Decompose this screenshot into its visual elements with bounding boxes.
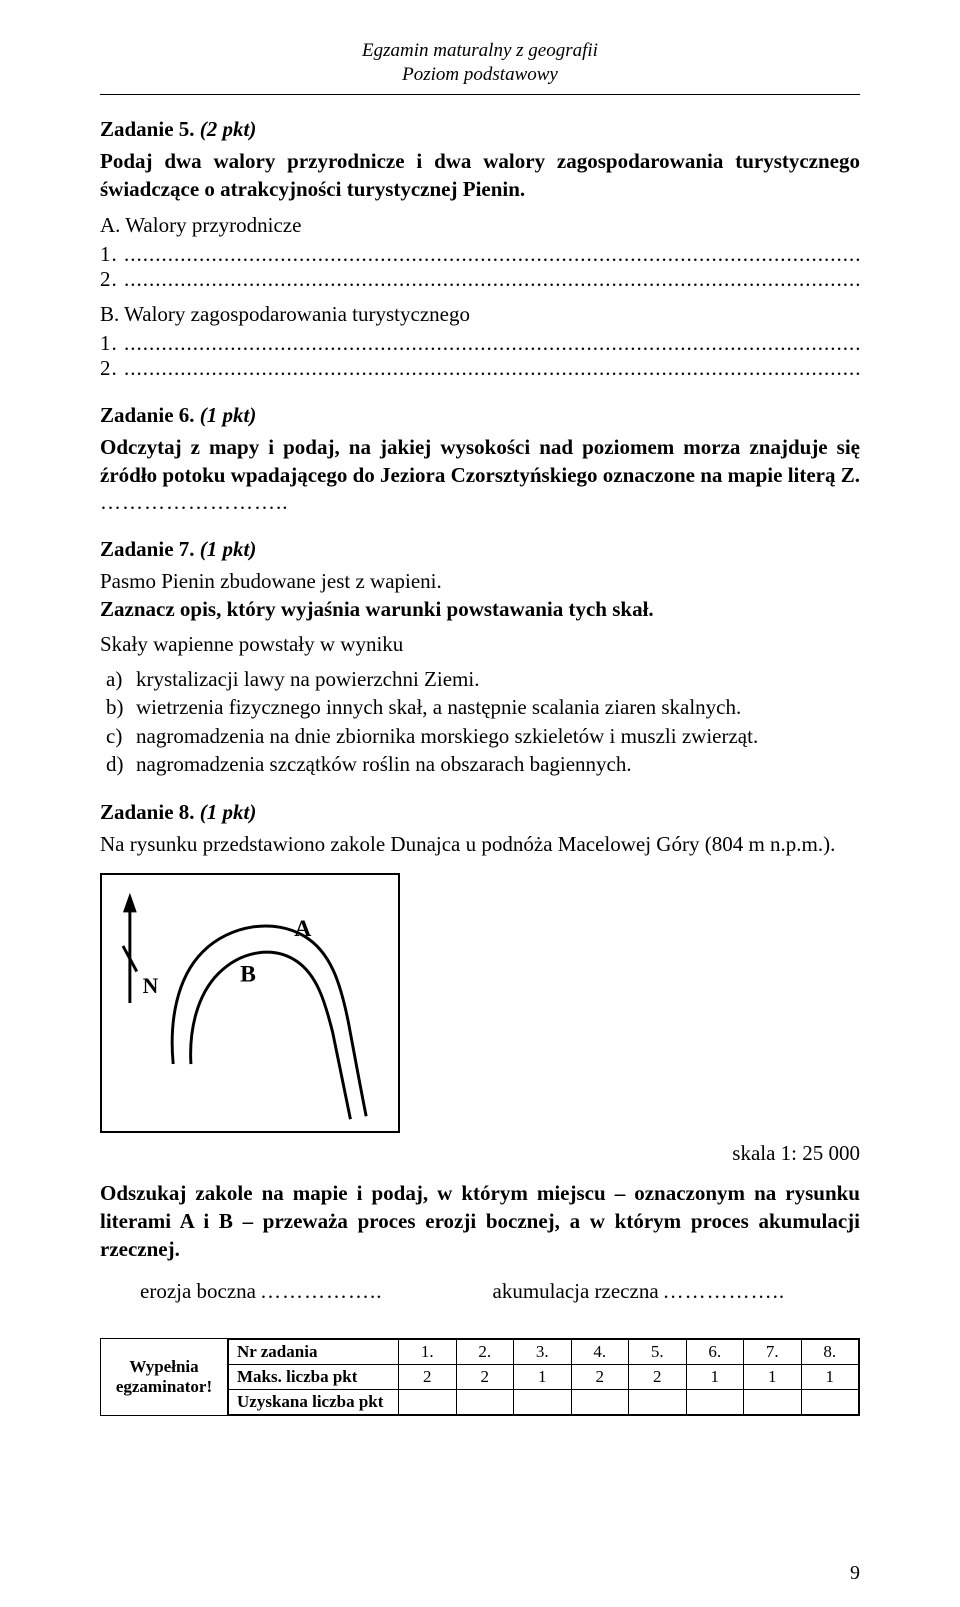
header-line-2: Poziom podstawowy <box>100 64 860 86</box>
task-7-option-b: b) wietrzenia fizycznego innych skał, a … <box>106 693 860 721</box>
task-8-points: (1 pkt) <box>200 800 257 824</box>
exam-header: Egzamin maturalny z geografii Poziom pod… <box>100 40 860 86</box>
accumulation-answer: akumulacja rzeczna …………….. <box>493 1279 786 1304</box>
label-b: B <box>240 961 256 987</box>
label-a: A <box>294 916 311 942</box>
task-8-label: Zadanie 8. <box>100 800 195 824</box>
task-6-answer-dots: …………………….. <box>100 490 860 515</box>
erosion-answer: erozja boczna …………….. <box>140 1279 383 1304</box>
task-5-a-line-1: 1. .....................................… <box>100 242 860 267</box>
scoring-row-obtained: Uzyskana liczba pkt <box>229 1390 859 1415</box>
task-7: Zadanie 7. (1 pkt) Pasmo Pienin zbudowan… <box>100 537 860 779</box>
task-7-option-d: d) nagromadzenia szczątków roślin na obs… <box>106 750 860 778</box>
task-7-intro: Skały wapienne powstały w wyniku <box>100 631 860 659</box>
task-8-figure: N A B <box>100 873 400 1133</box>
header-line-1: Egzamin maturalny z geografii <box>100 40 860 62</box>
task-8-heading: Zadanie 8. (1 pkt) <box>100 800 860 825</box>
task-8-intro: Na rysunku przedstawiono zakole Dunajca … <box>100 831 860 859</box>
header-divider <box>100 94 860 95</box>
task-6-prompt: Odczytaj z mapy i podaj, na jakiej wysok… <box>100 434 860 489</box>
task-6-label: Zadanie 6. <box>100 403 195 427</box>
task-6-heading: Zadanie 6. (1 pkt) <box>100 403 860 428</box>
scoring-right: Nr zadania 1. 2. 3. 4. 5. 6. 7. 8. Maks.… <box>228 1338 860 1416</box>
task-5-label: Zadanie 5. <box>100 117 195 141</box>
task-7-option-c: c) nagromadzenia na dnie zbiornika morsk… <box>106 722 860 750</box>
scoring-row-max: Maks. liczba pkt 2 2 1 2 2 1 1 1 <box>229 1365 859 1390</box>
task-7-line-2: Zaznacz opis, który wyjaśnia warunki pow… <box>100 596 860 624</box>
north-label: N <box>143 974 159 998</box>
task-5-b-line-2: 2. .....................................… <box>100 356 860 381</box>
north-arrow-icon <box>123 893 137 1003</box>
task-7-heading: Zadanie 7. (1 pkt) <box>100 537 860 562</box>
task-8: Zadanie 8. (1 pkt) Na rysunku przedstawi… <box>100 800 860 1304</box>
task-5-prompt: Podaj dwa walory przyrodnicze i dwa walo… <box>100 148 860 203</box>
task-7-options: a) krystalizacji lawy na powierzchni Zie… <box>100 665 860 778</box>
task-8-scale: skala 1: 25 000 <box>280 1141 860 1166</box>
task-5-a-line-2: 2. .....................................… <box>100 267 860 292</box>
meander-outer-path <box>172 926 366 1116</box>
scoring-table: Wypełnia egzaminator! Nr zadania 1. 2. 3… <box>100 1338 860 1416</box>
scoring-row-nr: Nr zadania 1. 2. 3. 4. 5. 6. 7. 8. <box>229 1340 859 1365</box>
task-8-answers: erozja boczna …………….. akumulacja rzeczna… <box>100 1279 860 1304</box>
task-7-line-1: Pasmo Pienin zbudowane jest z wapieni. <box>100 568 860 596</box>
task-5-section-a: A. Walory przyrodnicze <box>100 213 860 238</box>
task-6-points: (1 pkt) <box>200 403 257 427</box>
task-7-option-a: a) krystalizacji lawy na powierzchni Zie… <box>106 665 860 693</box>
page-number: 9 <box>850 1562 860 1585</box>
task-5-section-b: B. Walory zagospodarowania turystycznego <box>100 302 860 327</box>
task-6: Zadanie 6. (1 pkt) Odczytaj z mapy i pod… <box>100 403 860 514</box>
task-8-prompt: Odszukaj zakole na mapie i podaj, w któr… <box>100 1180 860 1263</box>
scoring-left-label: Wypełnia egzaminator! <box>100 1338 228 1416</box>
task-5-heading: Zadanie 5. (2 pkt) <box>100 117 860 142</box>
task-5-points: (2 pkt) <box>200 117 257 141</box>
meander-inner-path <box>191 952 351 1119</box>
task-5-b-line-1: 1. .....................................… <box>100 331 860 356</box>
task-5: Zadanie 5. (2 pkt) Podaj dwa walory przy… <box>100 117 860 381</box>
task-7-points: (1 pkt) <box>200 537 257 561</box>
task-7-label: Zadanie 7. <box>100 537 195 561</box>
